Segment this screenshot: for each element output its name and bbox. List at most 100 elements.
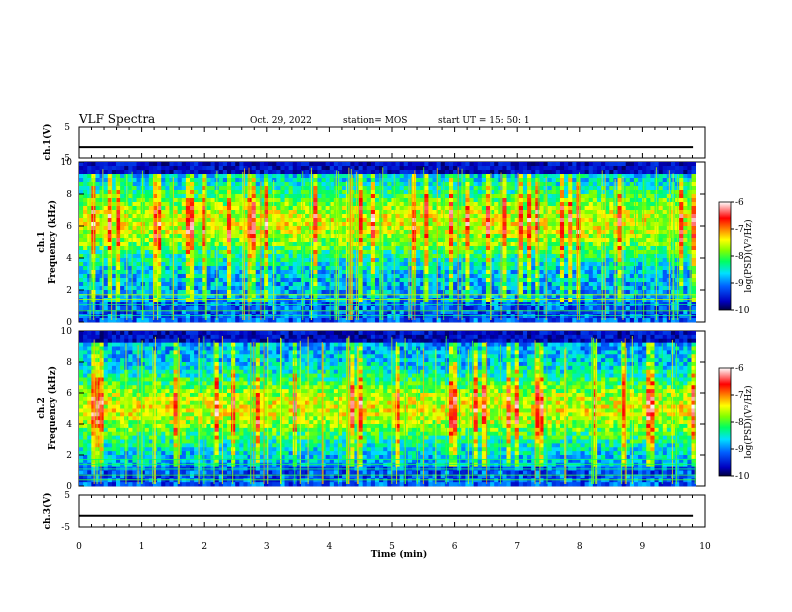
spectrogram-cell [116,278,121,283]
spectrogram-cell [527,178,532,183]
spectrogram-cell [469,190,475,195]
spectrogram-cell [391,294,396,299]
spectrogram-cell [255,178,261,183]
spectrogram-cell [148,266,154,271]
spectrogram-cell [189,266,195,271]
spectrogram-cell [572,222,577,227]
spectrogram-cell [268,294,273,299]
spectrogram-cell [296,238,302,243]
spectrogram-cell [518,290,524,295]
spectrogram-cell [531,310,536,315]
spectrogram-cell [321,262,327,267]
spectrogram-cell [395,166,401,171]
spectrogram-cell [247,266,253,271]
spectrogram-cell [79,290,84,295]
spectrogram-cell [210,246,216,251]
spectrogram-cell [473,258,479,263]
spectrogram-cell [374,174,380,179]
spectrogram-cell [144,222,150,227]
spectrogram-cell [477,314,483,319]
spectrogram-cell [362,318,368,323]
spectrogram-cell [321,310,327,315]
spectrogram-cell [362,222,368,227]
spectrogram-cell [259,198,265,203]
spectrogram-cell [481,286,487,291]
spectrogram-cell [411,290,417,295]
spectrogram-cell [173,254,179,259]
spectrogram-cell [518,198,524,203]
spectrogram-cell [276,306,281,311]
spectrogram-cell [362,282,368,287]
spectrogram-cell [243,314,248,319]
spectrogram-cell [177,166,183,171]
spectrogram-cell [185,182,191,187]
spectrogram-cell [206,222,211,227]
spectrogram-cell [551,218,557,223]
spectrogram-cell [198,170,203,175]
spectrogram-cell [436,238,442,243]
spectrogram-cell [263,250,269,255]
spectrogram-cell [198,310,203,315]
spectrogram-cell [506,206,512,211]
spectrogram-cell [547,214,553,219]
spectrogram-cell [399,254,405,259]
spectrogram-cell [440,290,446,295]
spectrogram-cell [572,186,577,191]
spectrogram-cell [387,246,392,251]
spectrogram-cell [568,194,573,199]
spectrogram-cell [206,254,211,259]
spectrogram-cell [477,186,483,191]
spectrogram-cell [202,254,207,259]
spectrogram-cell [198,226,203,231]
spectrogram-cell [210,266,216,271]
spectrogram-cell [120,214,125,219]
spectrogram-cell [416,214,421,219]
spectrogram-cell [485,290,491,295]
spectrogram-cell [568,198,573,203]
spectrogram-cell [399,266,405,271]
spectrogram-cell [185,270,191,275]
spectrogram-cell [111,258,117,263]
spectrogram-cell [268,250,273,255]
spectrogram-cell [255,226,261,231]
spectrogram-cell [564,282,569,287]
spectrogram-cell [300,258,306,263]
spectrogram-cell [366,166,372,171]
spectrogram-cell [206,214,211,219]
spectrogram-cell [231,262,236,267]
spectrogram-cell [477,286,483,291]
spectrogram-cell [116,246,121,251]
spectrogram-cell [317,202,322,207]
spectrogram-cell [255,202,261,207]
spectrogram-cell [111,238,117,243]
spectrogram-cell [173,234,179,239]
spectrogram-cell [522,234,528,239]
spectrogram-cell [202,286,207,291]
spectrogram-cell [181,222,187,227]
spectrogram-cell [399,318,405,323]
spectrogram-cell [181,182,187,187]
spectrogram-cell [91,318,96,323]
spectrogram-cell [506,318,512,323]
spectrogram-cell [584,170,590,175]
spectrogram-cell [132,190,137,195]
spectrogram-cell [116,170,121,175]
spectrogram-cell [157,186,162,191]
spectrogram-cell [440,314,446,319]
spectrogram-cell [481,222,487,227]
spectrogram-cell [374,230,380,235]
spectrogram-cell [510,234,516,239]
spectrogram-cell [189,162,195,167]
spectrogram-cell [588,226,594,231]
spectrogram-cell [481,318,487,323]
spectrogram-cell [157,278,162,283]
spectrogram-cell [481,202,487,207]
spectrogram-cell [366,242,372,247]
spectrogram-cell [448,190,454,195]
spectrogram-cell [292,298,298,303]
spectrogram-cell [568,266,573,271]
spectrogram-cell [457,266,462,271]
spectrogram-cell [111,222,117,227]
spectrogram-cell [551,226,557,231]
spectrogram-cell [514,226,520,231]
